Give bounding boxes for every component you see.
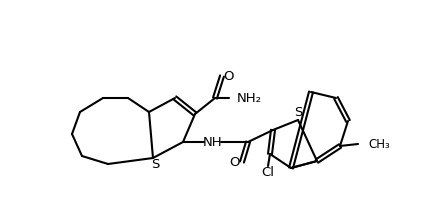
Text: S: S	[294, 105, 302, 119]
Text: O: O	[229, 155, 239, 168]
Text: CH₃: CH₃	[368, 137, 390, 151]
Text: NH: NH	[203, 135, 223, 149]
Text: Cl: Cl	[262, 165, 274, 178]
Text: NH₂: NH₂	[237, 91, 262, 105]
Text: O: O	[224, 69, 234, 83]
Text: S: S	[151, 159, 159, 172]
